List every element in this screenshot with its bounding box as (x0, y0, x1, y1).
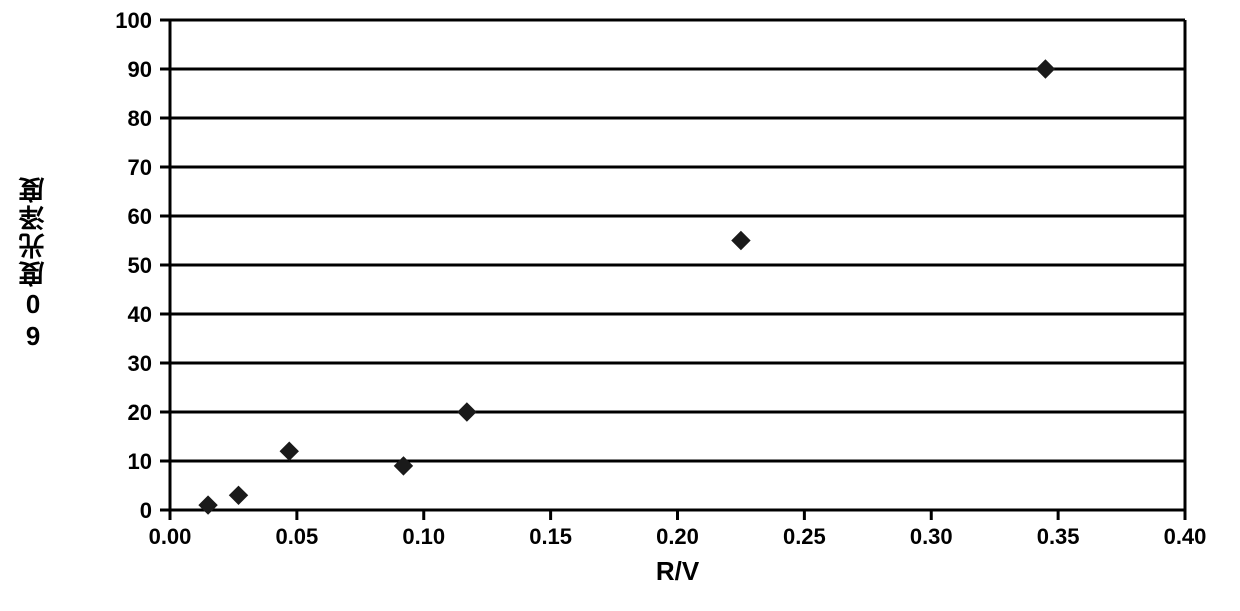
x-axis-title: R/V (656, 556, 700, 586)
x-tick-label: 0.15 (529, 524, 572, 549)
y-tick-label: 50 (128, 253, 152, 278)
y-tick-label: 30 (128, 351, 152, 376)
x-tick-label: 0.25 (783, 524, 826, 549)
y-tick-label: 80 (128, 106, 152, 131)
x-tick-label: 0.40 (1164, 524, 1207, 549)
y-tick-label: 70 (128, 155, 152, 180)
chart-canvas: 0.00 0.05 0.10 0.15 0.20 0.25 0.30 0.35 0.40 0 10 2… (0, 0, 1240, 611)
x-tick-label: 0.00 (149, 524, 192, 549)
y-tick-label: 100 (115, 8, 152, 33)
y-axis-title: 60度光泽度 (20, 175, 46, 351)
x-tick-label: 0.35 (1037, 524, 1080, 549)
x-tick-label: 0.05 (275, 524, 318, 549)
y-tick-label: 60 (128, 204, 152, 229)
y-tick-label: 20 (128, 400, 152, 425)
x-tick-label: 0.30 (910, 524, 953, 549)
x-tick-label: 0.10 (402, 524, 445, 549)
scatter-chart: 0.00 0.05 0.10 0.15 0.20 0.25 0.30 0.35 0.40 0 10 2… (0, 0, 1240, 611)
x-tick-label: 0.20 (656, 524, 699, 549)
y-tick-label: 40 (128, 302, 152, 327)
y-tick-label: 0 (140, 498, 152, 523)
y-tick-label: 90 (128, 57, 152, 82)
y-tick-label: 10 (128, 449, 152, 474)
